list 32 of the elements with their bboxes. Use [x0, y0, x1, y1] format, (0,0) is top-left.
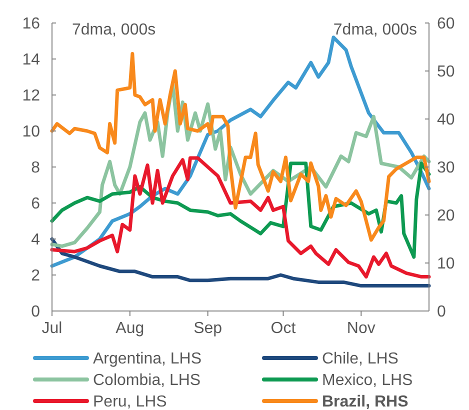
y-tick-label: 8 [31, 160, 40, 177]
y-axis-title: 7dma, 000s [72, 22, 156, 39]
y-tick-label: 12 [22, 88, 40, 105]
x-tick-label: Sep [194, 320, 222, 337]
y2-tick-label: 0 [437, 304, 446, 321]
legend-label: Chile, LHS [322, 350, 398, 368]
x-tick-label: Nov [346, 320, 376, 337]
y-tick-label: 6 [31, 196, 40, 213]
line-series [50, 156, 431, 279]
legend-label: Argentina, LHS [93, 350, 202, 368]
y-tick-label: 10 [22, 124, 40, 141]
y-tick-label: 14 [22, 52, 40, 69]
x-tick-label: Jul [42, 320, 62, 337]
x-tick-label: Aug [116, 320, 144, 337]
y2-tick-label: 30 [437, 160, 455, 177]
legend-label: Colombia, LHS [93, 372, 201, 390]
legend-label: Mexico, LHS [322, 372, 413, 390]
y2-tick-label: 40 [437, 112, 455, 129]
x-tick-label: Oct [270, 320, 296, 337]
y2-tick-label: 10 [437, 256, 455, 273]
legend-label: Brazil, RHS [322, 394, 409, 410]
line-series [50, 52, 431, 242]
y2-tick-label: 60 [437, 16, 455, 33]
y-tick-label: 0 [31, 304, 40, 321]
y2-axis-title: 7dma, 000s [333, 22, 417, 39]
y2-tick-label: 20 [437, 208, 455, 225]
y-tick-label: 16 [22, 16, 40, 33]
y-tick-label: 2 [31, 268, 40, 285]
legend-label: Peru, LHS [93, 394, 167, 410]
line-series [50, 237, 431, 288]
y-tick-label: 4 [31, 232, 40, 249]
y2-tick-label: 50 [437, 64, 455, 81]
